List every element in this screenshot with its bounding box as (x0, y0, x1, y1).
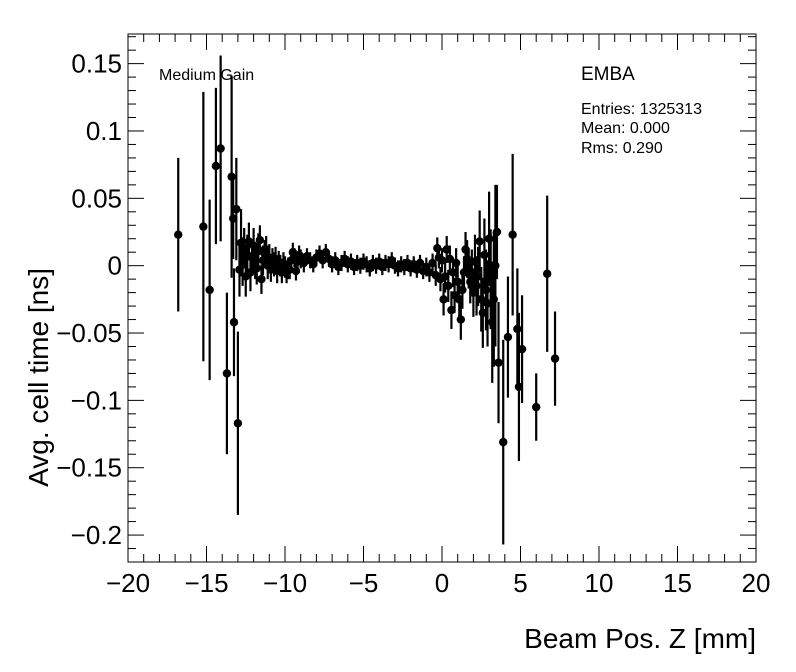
data-point (456, 299, 466, 340)
data-point (550, 311, 560, 406)
marker (255, 235, 265, 245)
marker (517, 344, 527, 354)
marker (503, 332, 513, 342)
data-point (492, 184, 502, 280)
marker (453, 277, 462, 287)
marker (542, 269, 552, 278)
partition-label: EMBA (581, 64, 635, 85)
y-tick-label: −0.05 (56, 318, 122, 348)
data-point (508, 153, 517, 316)
y-tick-label: 0.05 (71, 183, 122, 213)
marker (458, 285, 467, 295)
x-tick-label: −15 (184, 568, 228, 598)
marker (232, 204, 241, 214)
marker (492, 227, 502, 237)
marker (174, 230, 183, 239)
x-tick-label: 20 (742, 568, 771, 598)
x-tick-label: 10 (585, 568, 614, 598)
x-tick-label: −20 (106, 568, 150, 598)
marker (216, 144, 225, 153)
mean-stat: Mean: 0.000 (581, 120, 670, 137)
x-tick-label: 0 (435, 568, 449, 598)
y-tick-label: −0.1 (71, 385, 122, 415)
data-point (229, 268, 239, 377)
data-point (542, 195, 552, 352)
marker (456, 315, 466, 324)
marker (475, 237, 484, 246)
marker (257, 274, 266, 284)
marker (229, 318, 239, 327)
data-point (499, 339, 508, 545)
axis-ticks (127, 34, 757, 563)
marker (480, 250, 489, 260)
marker (499, 437, 508, 447)
marker (472, 281, 481, 291)
marker (481, 285, 491, 295)
y-tick-label: −0.15 (56, 453, 122, 483)
y-tick-label: 0.1 (86, 116, 122, 146)
marker (508, 230, 517, 239)
marker (227, 172, 236, 181)
x-tick-label: 15 (663, 568, 692, 598)
y-axis-title: Avg. cell time [ns] (23, 268, 54, 487)
marker (233, 419, 243, 428)
data-point (255, 225, 265, 255)
data-point (451, 248, 461, 278)
data-point (532, 373, 541, 441)
x-tick-label: −5 (349, 568, 379, 598)
data-point (222, 292, 232, 455)
data-point (494, 302, 503, 424)
rms-stat: Rms: 0.290 (581, 140, 663, 157)
x-tick-label: −10 (263, 568, 307, 598)
marker (291, 266, 301, 276)
marker (513, 324, 522, 334)
data-point (517, 295, 527, 404)
data-point (205, 199, 214, 381)
gain-label: Medium Gain (159, 67, 254, 84)
marker (489, 295, 499, 304)
data-point (252, 252, 261, 285)
x-tick-label: 5 (513, 568, 527, 598)
marker (252, 264, 261, 273)
entries-stat: Entries: 1325313 (581, 101, 702, 118)
marker (222, 369, 232, 378)
data-point (232, 157, 241, 261)
y-tick-label: 0 (108, 251, 122, 281)
marker (211, 161, 221, 171)
marker (494, 358, 503, 367)
data-points (174, 55, 560, 545)
data-point (444, 269, 453, 303)
data-point (216, 55, 225, 242)
tick-labels: −20 −15 −10 −5 0 5 10 15 20 −0.2 −0.15 −0.1 −0.05 0 0.… (56, 49, 770, 598)
marker (484, 234, 494, 243)
marker (199, 222, 208, 231)
marker (532, 402, 541, 412)
marker (205, 285, 214, 295)
data-point (257, 264, 266, 294)
data-point (211, 87, 221, 245)
data-point (503, 276, 513, 398)
data-point (475, 210, 484, 273)
data-point (174, 157, 183, 312)
marker (550, 354, 560, 363)
y-tick-label: −0.2 (71, 520, 122, 550)
marker (433, 243, 442, 253)
data-point (439, 283, 448, 316)
data-point (199, 91, 208, 362)
marker (451, 258, 461, 268)
marker (444, 281, 453, 291)
marker (439, 295, 448, 304)
x-axis-title: Beam Pos. Z [mm] (524, 623, 756, 654)
marker (491, 261, 500, 270)
data-point (233, 331, 243, 515)
y-tick-label: 0.15 (71, 49, 122, 79)
